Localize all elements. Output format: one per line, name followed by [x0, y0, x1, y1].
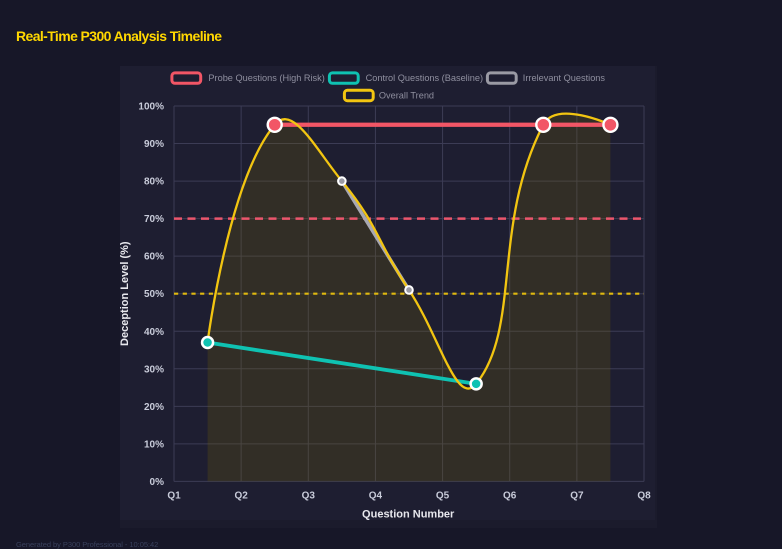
svg-text:90%: 90%: [144, 139, 164, 150]
svg-text:Probe Questions (High Risk): Probe Questions (High Risk): [208, 73, 324, 83]
svg-text:20%: 20%: [144, 402, 164, 413]
svg-text:100%: 100%: [138, 102, 164, 113]
svg-text:10%: 10%: [144, 439, 164, 450]
svg-text:Q6: Q6: [503, 490, 517, 501]
svg-text:40%: 40%: [144, 327, 164, 338]
svg-text:50%: 50%: [144, 289, 164, 300]
svg-text:Question Number: Question Number: [362, 509, 455, 521]
svg-text:60%: 60%: [144, 252, 164, 263]
svg-text:Overall Trend: Overall Trend: [379, 91, 434, 101]
svg-text:Q4: Q4: [369, 490, 383, 501]
svg-text:Q2: Q2: [234, 490, 248, 501]
svg-text:Q7: Q7: [570, 490, 584, 501]
svg-text:0%: 0%: [150, 477, 165, 488]
svg-text:Q3: Q3: [302, 490, 316, 501]
svg-text:30%: 30%: [144, 364, 164, 375]
svg-text:Deception Level (%): Deception Level (%): [120, 241, 131, 346]
svg-text:Irrelevant Questions: Irrelevant Questions: [523, 73, 606, 83]
svg-text:80%: 80%: [144, 177, 164, 188]
svg-text:Q5: Q5: [436, 490, 450, 501]
svg-text:Q8: Q8: [637, 490, 651, 501]
svg-text:70%: 70%: [144, 214, 164, 225]
svg-text:Q1: Q1: [167, 490, 181, 501]
svg-text:Control Questions (Baseline): Control Questions (Baseline): [366, 73, 483, 83]
